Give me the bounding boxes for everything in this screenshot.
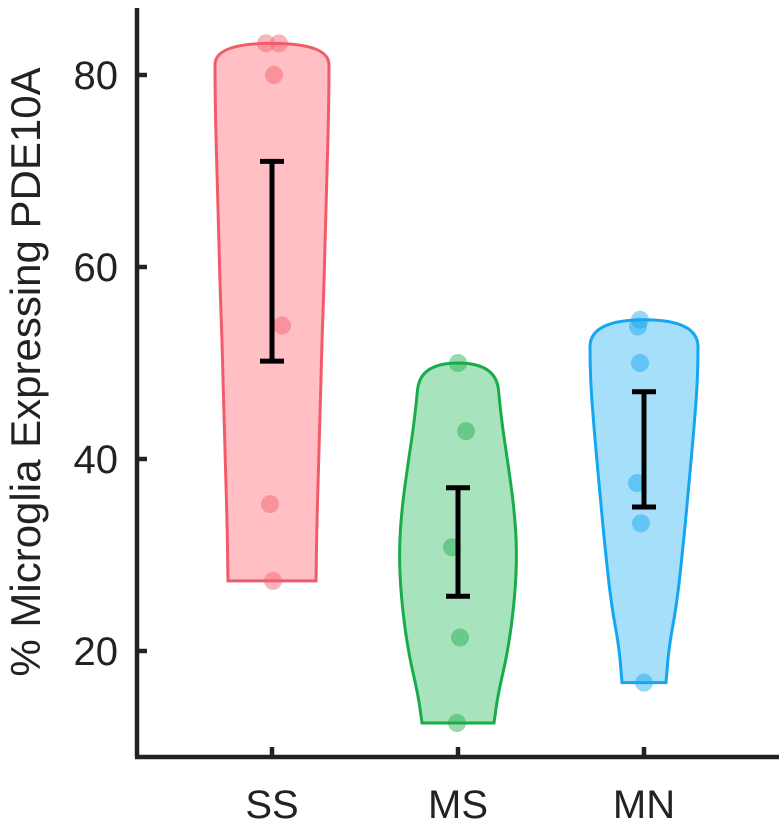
data-point-ms — [449, 354, 467, 372]
y-tick-label: 20 — [74, 630, 119, 674]
data-point-ms — [457, 422, 475, 441]
data-point-ss — [270, 34, 288, 53]
x-tick-label-mn: MN — [613, 783, 675, 825]
y-tick-label: 40 — [74, 438, 119, 482]
data-point-mn — [635, 673, 653, 692]
data-point-ms — [448, 714, 466, 732]
errorbar-layer — [260, 158, 656, 599]
data-point-ss — [264, 571, 282, 590]
x-tick-label-ms: MS — [428, 783, 488, 825]
x-ticks: SS MS MN — [245, 747, 675, 825]
violin-layer — [213, 41, 700, 725]
y-tick-label: 60 — [74, 246, 119, 290]
data-point-mn — [631, 354, 649, 372]
data-point-mn — [632, 514, 650, 533]
y-axis-title: % Microglia Expressing PDE10A — [2, 67, 49, 676]
data-point-ms — [451, 628, 469, 647]
data-point-ss — [257, 34, 275, 53]
data-point-mn — [629, 317, 647, 336]
data-point-ss — [261, 495, 279, 514]
data-point-mn — [631, 310, 649, 329]
x-tick-label-ss: SS — [245, 783, 298, 825]
y-ticks: 20 40 60 80 — [74, 54, 147, 674]
data-point-ss — [265, 66, 283, 84]
axes: 20 40 60 80 SS MS MN — [74, 8, 779, 825]
y-tick-label: 80 — [74, 54, 119, 98]
data-point-ss — [273, 316, 291, 335]
